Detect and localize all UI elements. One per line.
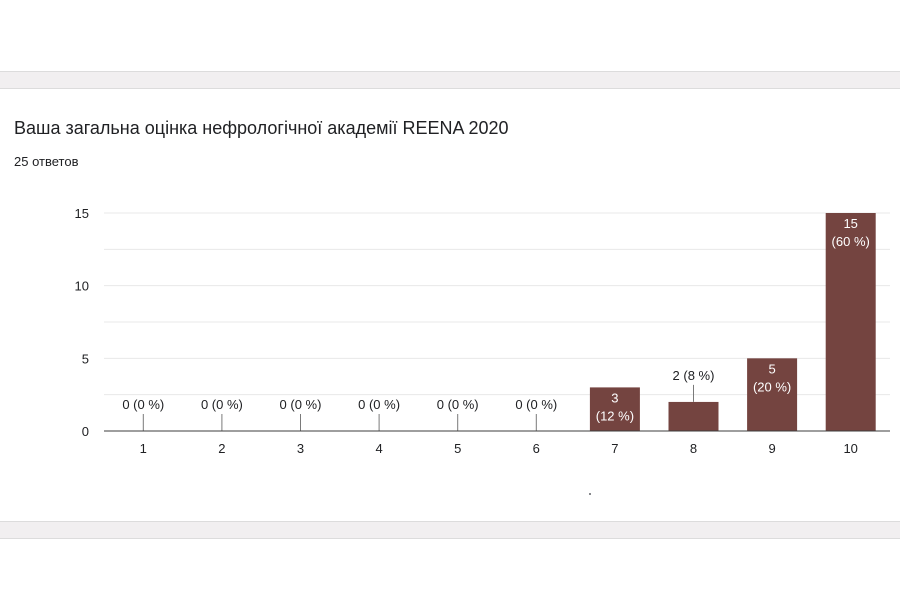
section-divider-top [0, 71, 900, 89]
x-tick-label: 4 [375, 441, 382, 456]
data-label: 3 (12 %) [596, 390, 634, 423]
bar [668, 401, 719, 431]
data-label: 0 (0 %) [201, 397, 243, 412]
data-label: 15 (60 %) [832, 216, 870, 249]
bar [747, 358, 798, 431]
x-tick-label: 3 [297, 441, 304, 456]
data-label: 0 (0 %) [122, 397, 164, 412]
data-label: 0 (0 %) [437, 397, 479, 412]
x-tick-label: 10 [843, 441, 857, 456]
x-tick-label: 9 [768, 441, 775, 456]
data-label: 0 (0 %) [515, 397, 557, 412]
x-tick-label: 2 [218, 441, 225, 456]
x-tick-label: 7 [611, 441, 618, 456]
question-summary-card [0, 89, 900, 520]
response-count: 25 ответов [14, 154, 79, 169]
section-divider-bottom [0, 521, 900, 539]
bar [589, 387, 640, 431]
dot-mark [589, 493, 591, 495]
data-label: 0 (0 %) [358, 397, 400, 412]
y-tick-label: 5 [82, 351, 89, 366]
x-tick-label: 1 [140, 441, 147, 456]
data-label: 0 (0 %) [280, 397, 322, 412]
data-label: 2 (8 %) [673, 368, 715, 383]
y-tick-label: 0 [82, 424, 89, 439]
data-label: 5 (20 %) [753, 361, 791, 394]
x-tick-label: 8 [690, 441, 697, 456]
y-tick-label: 10 [75, 279, 89, 294]
y-tick-label: 15 [75, 206, 89, 221]
bar [825, 213, 876, 431]
question-title: Ваша загальна оцінка нефрологічної акаде… [14, 118, 509, 138]
x-tick-label: 6 [533, 441, 540, 456]
x-tick-label: 5 [454, 441, 461, 456]
